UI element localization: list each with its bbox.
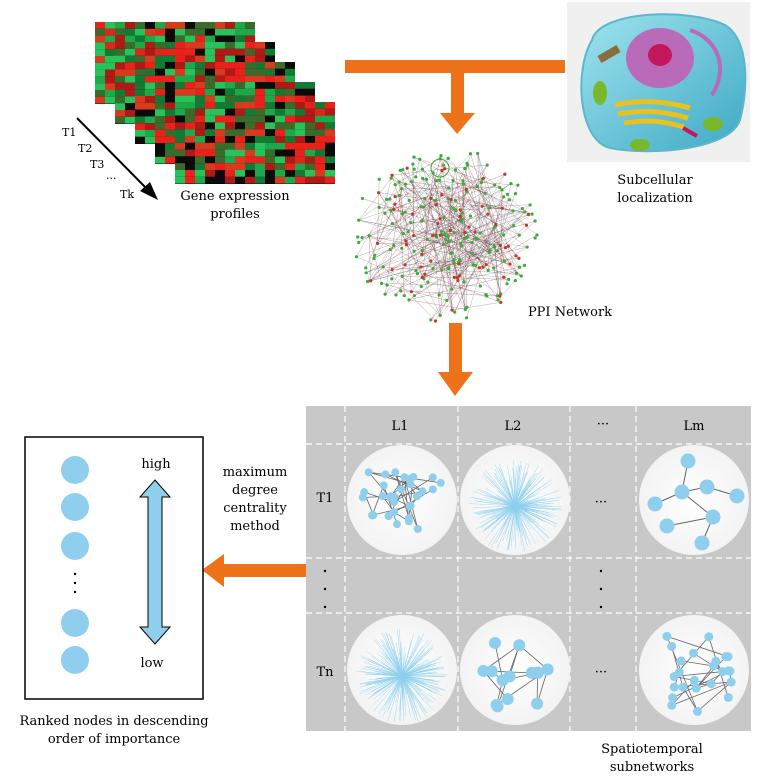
time-label-t3: T3 bbox=[90, 158, 105, 171]
column-header-dots: ··· bbox=[596, 417, 610, 432]
ppi-network-graph bbox=[354, 151, 539, 323]
method-label: maximum degree centrality method bbox=[222, 465, 288, 534]
column-header-lm: Lm bbox=[683, 419, 705, 434]
low-label: low bbox=[140, 656, 164, 671]
high-label: high bbox=[141, 457, 171, 472]
arrow-to-ranked bbox=[202, 554, 308, 587]
subcellular-label: Subcellular localization bbox=[617, 173, 693, 206]
arrow-to-grid bbox=[438, 323, 473, 396]
ranked-box bbox=[24, 436, 204, 700]
importance-double-arrow bbox=[138, 479, 172, 645]
time-label-t2: T2 bbox=[78, 142, 93, 155]
cell-ellipsis-tn: ··· bbox=[594, 665, 608, 680]
row-header-tn: Tn bbox=[316, 665, 334, 680]
time-arrow bbox=[76, 117, 158, 200]
cell-ellipsis-t1: ··· bbox=[594, 495, 608, 510]
subnetwork-circles bbox=[347, 445, 749, 725]
gene-expression-heatmaps bbox=[95, 22, 335, 184]
cell-image bbox=[567, 2, 750, 162]
time-label-t1: T1 bbox=[62, 126, 77, 139]
spatiotemporal-label: Spatiotemporal subnetworks bbox=[601, 742, 703, 775]
ppi-network-label: PPI Network bbox=[527, 305, 613, 320]
gene-expression-label: Gene expression profiles bbox=[180, 189, 290, 222]
column-header-l1: L1 bbox=[391, 419, 409, 434]
ranked-node-list bbox=[61, 456, 89, 674]
row-header-t1: T1 bbox=[316, 491, 334, 506]
arrow-to-ppi bbox=[345, 60, 565, 134]
time-label-dots: ... bbox=[106, 169, 117, 182]
grid-vertical-dots bbox=[323, 569, 603, 609]
column-header-l2: L2 bbox=[504, 419, 522, 434]
time-label-tk: Tk bbox=[120, 188, 135, 201]
ranked-nodes-label: Ranked nodes in descending order of impo… bbox=[19, 714, 209, 747]
